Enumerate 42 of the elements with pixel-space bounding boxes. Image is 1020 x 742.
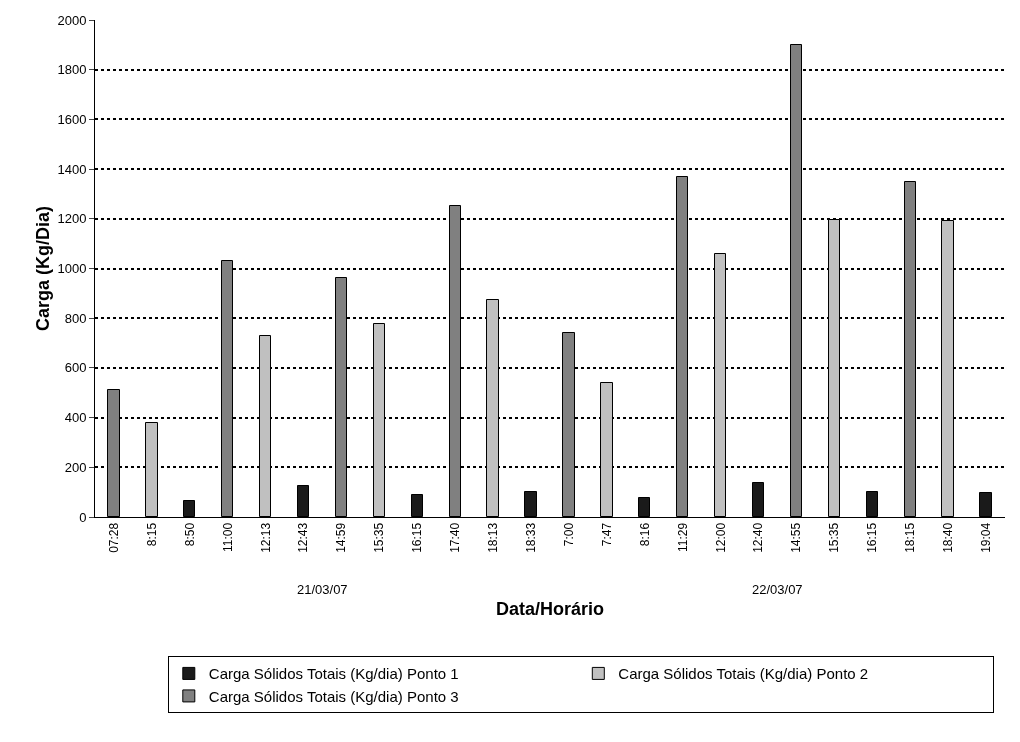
- x-tick-label: 12:13: [258, 522, 273, 553]
- legend-label: Carga Sólidos Totais (Kg/dia) Ponto 2: [618, 665, 869, 683]
- x-tick-label: 16:15: [865, 522, 880, 553]
- y-tick-label: 200: [64, 459, 87, 475]
- y-tick-label: 1800: [57, 62, 87, 78]
- x-tick-label: 17:40: [448, 522, 463, 553]
- x-tick-label: 8:15: [144, 522, 159, 547]
- x-tick-label: 11:00: [220, 522, 235, 552]
- x-tick-label: 7:00: [561, 522, 576, 547]
- x-tick-label: 12:40: [751, 522, 766, 553]
- x-tick-label: 11:29: [675, 522, 690, 552]
- x-tick-label: 19:04: [978, 522, 993, 553]
- x-tick-label: 12:00: [713, 522, 728, 553]
- x-tick-label: 14:55: [789, 522, 804, 553]
- x-tick-label: 18:15: [903, 522, 918, 553]
- legend-label: Carga Sólidos Totais (Kg/dia) Ponto 3: [208, 687, 459, 705]
- x-tick-label: 12:43: [296, 522, 311, 553]
- y-tick-label: 800: [64, 310, 87, 326]
- y-tick-label: 1000: [57, 261, 87, 277]
- y-tick-label: 1600: [57, 111, 87, 127]
- x-tick-label: 18:13: [486, 522, 501, 553]
- x-tick-label: 15:35: [372, 522, 387, 553]
- x-tick-label: 07:28: [106, 522, 121, 553]
- y-tick-label: 600: [64, 360, 87, 376]
- y-tick-label: 2000: [57, 12, 87, 28]
- x-tick-label: 7:47: [599, 522, 614, 547]
- y-tick-label: 1400: [57, 161, 87, 177]
- y-tick-label: 0: [79, 509, 87, 525]
- x-axis-title: Data/Horário: [495, 598, 605, 619]
- text: 21/03/07: [297, 582, 348, 597]
- y-axis-title: Carga (Kg/Dia): [33, 205, 53, 332]
- y-tick-label: 400: [64, 410, 87, 426]
- x-tick-label: 14:59: [334, 522, 349, 553]
- text: 22/03/07: [752, 582, 803, 597]
- legend-label: Carga Sólidos Totais (Kg/dia) Ponto 1: [208, 665, 459, 683]
- y-tick-label: 1200: [57, 211, 87, 227]
- x-tick-label: 8:50: [182, 522, 197, 547]
- x-tick-label: 18:40: [941, 522, 956, 553]
- x-tick-label: 18:33: [523, 522, 538, 553]
- x-tick-label: 15:35: [827, 522, 842, 553]
- x-tick-label: 8:16: [637, 522, 652, 547]
- x-tick-label: 16:15: [410, 522, 425, 553]
